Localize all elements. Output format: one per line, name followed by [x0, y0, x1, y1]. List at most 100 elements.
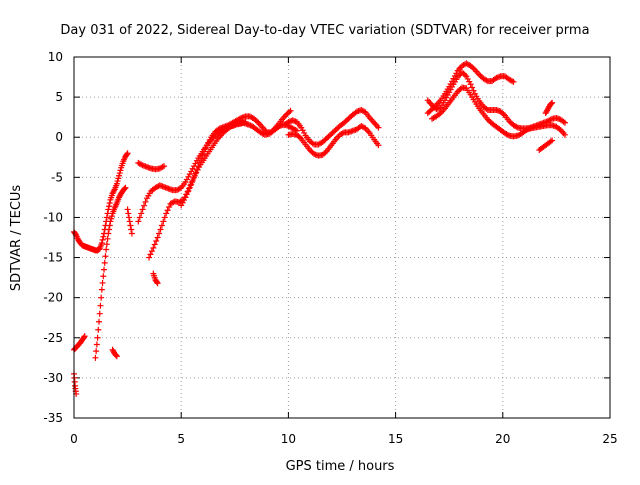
data-point [185, 187, 192, 194]
data-point [123, 151, 130, 158]
data-point [375, 124, 382, 131]
data-point [103, 214, 110, 221]
data-point [549, 99, 556, 106]
data-point [101, 266, 108, 273]
data-point [375, 142, 382, 149]
data-point [126, 218, 133, 225]
data-point [98, 294, 105, 301]
data-point [108, 213, 115, 220]
data-point [142, 198, 149, 205]
data-point [287, 107, 294, 114]
data-point [128, 226, 135, 233]
data-series [109, 346, 120, 360]
data-point [138, 210, 145, 217]
y-tick-label: -10 [43, 210, 63, 224]
data-point [96, 318, 103, 325]
data-point [93, 348, 100, 355]
data-point [102, 253, 109, 260]
data-point [201, 148, 208, 155]
data-point [105, 230, 112, 237]
data-point [106, 226, 113, 233]
data-point [126, 214, 133, 221]
data-point [186, 184, 193, 191]
data-point [98, 240, 105, 247]
data-point [153, 279, 160, 286]
data-series [424, 69, 568, 132]
data-point [116, 170, 123, 177]
data-point [148, 248, 155, 255]
data-point [92, 354, 99, 361]
data-point [95, 326, 102, 333]
data-series [281, 106, 382, 148]
data-point [107, 218, 114, 225]
y-axis-title: SDTVAR / TECUs [9, 185, 24, 292]
data-point [161, 214, 168, 221]
x-tick-label: 0 [70, 432, 78, 446]
data-point [128, 230, 135, 237]
data-point [101, 259, 108, 266]
data-point [97, 302, 104, 309]
grid-layer [74, 57, 610, 418]
data-point [99, 236, 106, 243]
data-point [151, 241, 158, 248]
data-point [113, 352, 120, 359]
y-tick-label: 0 [55, 130, 63, 144]
data-point [135, 218, 142, 225]
data-point [191, 174, 198, 181]
data-series [429, 84, 568, 140]
data-point [81, 333, 88, 340]
data-point [104, 235, 111, 242]
y-tick-label: -30 [43, 371, 63, 385]
data-point [199, 151, 206, 158]
data-point [94, 334, 101, 341]
chart-title: Day 031 of 2022, Sidereal Day-to-day VTE… [60, 23, 589, 38]
data-point [113, 353, 120, 360]
data-point [81, 334, 88, 341]
data-series [124, 206, 135, 237]
data-point [105, 206, 112, 213]
data-point [157, 226, 164, 233]
data-point [158, 222, 165, 229]
data-point [164, 207, 171, 214]
data-point [136, 214, 143, 221]
data-point [100, 233, 107, 240]
data-point [122, 184, 129, 191]
data-point [154, 234, 161, 241]
data-point [166, 204, 173, 211]
data-series [150, 270, 161, 287]
y-tick-label: 5 [55, 90, 63, 104]
data-point [510, 78, 517, 85]
data-points-layer [71, 60, 568, 397]
data-point [117, 167, 124, 174]
data-point [111, 187, 118, 194]
data-point [467, 81, 474, 88]
y-tick-label: 10 [48, 50, 63, 64]
data-point [108, 215, 115, 222]
x-axis-title: GPS time / hours [286, 459, 395, 474]
x-tick-label: 5 [177, 432, 185, 446]
data-point [202, 145, 209, 152]
data-point [106, 222, 113, 229]
data-point [125, 210, 132, 217]
data-point [153, 237, 160, 244]
data-point [106, 200, 113, 207]
data-point [163, 210, 170, 217]
data-point [139, 206, 146, 213]
data-point [183, 191, 190, 198]
data-series [92, 184, 129, 361]
data-point [99, 279, 106, 286]
y-tick-label: -20 [43, 291, 63, 305]
data-point [103, 246, 110, 253]
data-point [98, 286, 105, 293]
data-point [114, 178, 121, 185]
y-tick-label: -35 [43, 411, 63, 425]
data-point [561, 131, 568, 138]
data-point [161, 163, 168, 170]
data-point [146, 254, 153, 261]
data-point [193, 166, 200, 173]
x-tick-label: 15 [388, 432, 403, 446]
data-point [124, 206, 131, 213]
data-series [71, 150, 131, 254]
